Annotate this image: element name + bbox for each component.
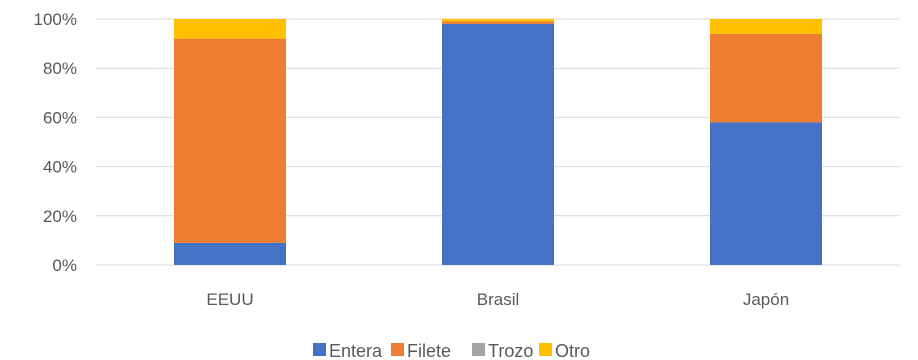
bars (174, 19, 822, 266)
y-tick-label: 40% (43, 158, 77, 177)
legend-swatch (472, 343, 485, 356)
x-axis-category-labels: EEUU Brasil Japón (206, 290, 789, 309)
y-tick-label: 80% (43, 59, 77, 78)
y-tick-label: 60% (43, 108, 77, 127)
y-tick-label: 100% (34, 10, 77, 29)
legend: Entera Filete Trozo Otro (313, 341, 590, 360)
bar-segment-otro-japón (710, 19, 822, 34)
bar-segment-filete-eeuu (174, 38, 286, 243)
bar-segment-entera-brasil (442, 23, 554, 266)
legend-item-trozo: Trozo (472, 341, 533, 360)
bar-segment-filete-japón (710, 33, 822, 123)
legend-label: Otro (555, 341, 590, 360)
legend-swatch (539, 343, 552, 356)
bar-segment-filete-brasil (442, 21, 554, 24)
bar-segment-otro-brasil (442, 19, 554, 22)
x-category-label: EEUU (206, 290, 253, 309)
x-category-label: Japón (743, 290, 789, 309)
legend-item-otro: Otro (539, 341, 590, 360)
legend-swatch (313, 343, 326, 356)
legend-label: Trozo (488, 341, 533, 360)
y-tick-label: 0% (52, 256, 77, 275)
bar-segment-entera-japón (710, 122, 822, 265)
legend-swatch (391, 343, 404, 356)
y-axis-tick-labels: 0% 20% 40% 60% 80% 100% (34, 10, 77, 275)
x-category-label: Brasil (477, 290, 520, 309)
legend-item-entera: Entera (313, 341, 383, 360)
bar-segment-otro-eeuu (174, 19, 286, 39)
legend-label: Filete (407, 341, 451, 360)
legend-item-filete: Filete (391, 341, 451, 360)
y-tick-label: 20% (43, 207, 77, 226)
legend-label: Entera (329, 341, 383, 360)
bar-segment-entera-eeuu (174, 242, 286, 265)
